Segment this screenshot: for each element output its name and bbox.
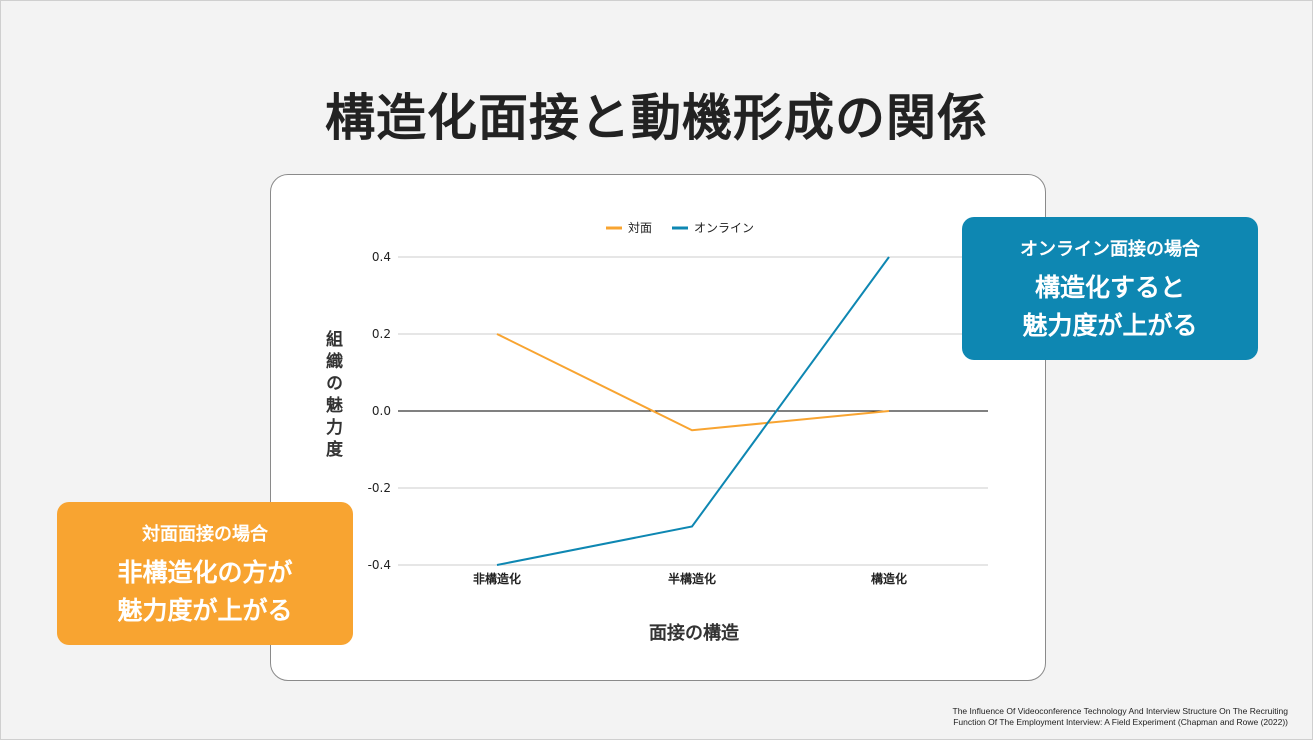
citation-line2: Function Of The Employment Interview: A … bbox=[953, 717, 1288, 727]
legend-label-inperson: 対面 bbox=[628, 221, 652, 235]
citation: The Influence Of Videoconference Technol… bbox=[868, 706, 1288, 728]
y-tick-label: 0.0 bbox=[372, 404, 391, 418]
y-tick-label: 0.4 bbox=[372, 250, 391, 264]
x-axis-label: 面接の構造 bbox=[649, 623, 739, 644]
series-line-inperson bbox=[496, 333, 890, 432]
callout-inperson-line1: 非構造化の方が bbox=[117, 558, 293, 587]
legend-label-online: オンライン bbox=[694, 221, 754, 235]
y-tick-labels: -0.4 -0.2 0.0 0.2 0.4 bbox=[368, 250, 391, 572]
x-tick-labels: 非構造化 半構造化 構造化 bbox=[473, 571, 907, 586]
y-tick-label: -0.4 bbox=[368, 558, 391, 572]
y-tick-label: -0.2 bbox=[368, 481, 391, 495]
callout-inperson-heading: 対面面接の場合 bbox=[142, 524, 268, 545]
legend: 対面 オンライン bbox=[606, 221, 754, 235]
callout-inperson-line2: 魅力度が上がる bbox=[117, 596, 293, 625]
callout-online-heading: オンライン面接の場合 bbox=[1020, 239, 1200, 260]
y-tick-label: 0.2 bbox=[372, 327, 391, 341]
grid-layer bbox=[398, 256, 988, 566]
x-tick-label: 非構造化 bbox=[473, 571, 521, 586]
y-axis-label: 組織の魅力度 bbox=[322, 330, 342, 462]
callout-online-line1: 構造化すると bbox=[1034, 273, 1185, 302]
page-title: 構造化面接と動機形成の関係 bbox=[325, 89, 988, 147]
x-tick-label: 構造化 bbox=[871, 571, 907, 586]
series-line-online bbox=[496, 256, 890, 566]
callout-online-line2: 魅力度が上がる bbox=[1022, 311, 1198, 340]
callout-inperson: 対面面接の場合 非構造化の方が 魅力度が上がる bbox=[57, 502, 353, 645]
series-lines bbox=[496, 256, 890, 566]
callout-online: オンライン面接の場合 構造化すると 魅力度が上がる bbox=[962, 217, 1258, 360]
x-tick-label: 半構造化 bbox=[668, 571, 716, 586]
citation-line1: The Influence Of Videoconference Technol… bbox=[952, 706, 1288, 716]
chart-card bbox=[270, 174, 1046, 681]
